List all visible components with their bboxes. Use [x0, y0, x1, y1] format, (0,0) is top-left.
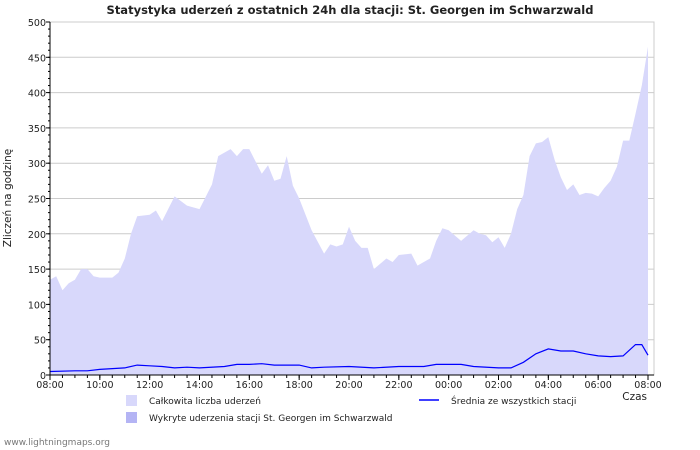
legend-swatch-station	[126, 412, 137, 423]
legend-label-average: Średnia ze wszystkich stacji	[451, 395, 576, 407]
legend-swatch-total	[126, 395, 137, 406]
x-tick-label: 22:00	[385, 380, 412, 391]
x-tick-label: 10:00	[86, 380, 113, 391]
y-tick-label: 250	[28, 195, 46, 206]
x-tick-label: 08:00	[634, 380, 661, 391]
y-tick-label: 500	[28, 18, 46, 29]
x-axis-label: Czas	[622, 391, 647, 403]
y-tick-label: 300	[28, 159, 46, 170]
y-tick-label: 150	[28, 265, 46, 276]
y-tick-label: 350	[28, 124, 46, 135]
series-area-0	[50, 46, 648, 375]
y-tick-label: 50	[34, 336, 46, 347]
x-tick-label: 02:00	[485, 380, 512, 391]
series-line-2	[49, 344, 649, 373]
y-tick-label: 200	[28, 230, 46, 241]
y-tick-label: 100	[28, 300, 46, 311]
y-tick-label: 450	[28, 53, 46, 64]
legend-label-total: Całkowita liczba uderzeń	[149, 397, 261, 407]
legend-label-station: Wykryte uderzenia stacji St. Georgen im …	[149, 414, 393, 424]
x-tick-label: 20:00	[335, 380, 362, 391]
x-tick-label: 00:00	[435, 380, 462, 391]
x-tick-label: 04:00	[535, 380, 562, 391]
y-axis-label: Zliczeń na godzinę	[2, 149, 14, 248]
x-tick-label: 14:00	[186, 380, 213, 391]
y-tick-label: 0	[40, 371, 46, 382]
chart-title: Statystyka uderzeń z ostatnich 24h dla s…	[107, 3, 594, 17]
x-tick-label: 08:00	[36, 380, 63, 391]
legend: Całkowita liczba uderzeń Wykryte uderzen…	[126, 395, 576, 424]
footer-credit: www.lightningmaps.org	[4, 438, 110, 448]
y-tick-label: 400	[28, 89, 46, 100]
x-tick-label: 12:00	[136, 380, 163, 391]
x-tick-label: 18:00	[285, 380, 312, 391]
x-tick-label: 16:00	[236, 380, 263, 391]
x-tick-label: 06:00	[584, 380, 611, 391]
